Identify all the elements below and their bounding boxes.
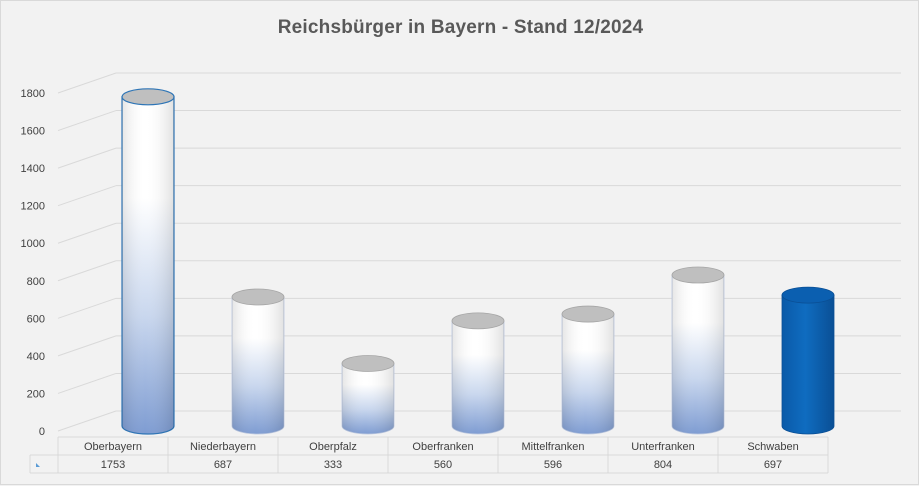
gridline-diagonal xyxy=(57,72,117,94)
legend-key xyxy=(36,463,40,467)
bar-top xyxy=(561,305,615,323)
x-tick-label: Unterfranken xyxy=(631,441,695,453)
bar-shading xyxy=(452,320,504,434)
x-tick-label: Oberfranken xyxy=(412,441,473,453)
bar-top xyxy=(341,355,395,372)
data-table: Oberbayern 1753 Niederbayern 687 Oberpfalz 33… xyxy=(29,436,829,474)
y-tick-label: 0 xyxy=(39,426,45,438)
y-tick-label: 400 xyxy=(27,351,45,363)
data-label: 333 xyxy=(324,459,342,471)
bar-body xyxy=(781,294,835,435)
y-tick-label: 1200 xyxy=(21,201,45,213)
gridline-diagonal xyxy=(57,260,117,282)
y-tick-label: 1600 xyxy=(21,126,45,138)
y-tick-label: 600 xyxy=(27,313,45,325)
gridline-diagonal xyxy=(57,222,117,244)
bar-mittelfranken xyxy=(561,305,615,435)
bar-unterfranken xyxy=(671,266,725,435)
gridline-diagonal xyxy=(57,410,117,432)
gridline-diagonal xyxy=(57,297,117,319)
bar-oberpfalz xyxy=(341,355,395,435)
x-tick-label: Oberpfalz xyxy=(309,441,357,453)
data-label: 560 xyxy=(434,459,452,471)
x-tick-label: Schwaben xyxy=(747,441,798,453)
x-tick-label: Oberbayern xyxy=(84,441,142,453)
y-tick-label: 1800 xyxy=(21,88,45,100)
bar-shading xyxy=(342,363,394,434)
data-label: 596 xyxy=(544,459,562,471)
gridline-diagonal xyxy=(57,110,117,132)
gridline-diagonal xyxy=(57,185,117,207)
gridline-diagonal xyxy=(57,147,117,169)
bar-top xyxy=(781,286,835,304)
x-tick-label: Niederbayern xyxy=(190,441,256,453)
bar-top xyxy=(121,88,175,106)
bar-shading xyxy=(562,314,614,434)
bar-oberbayern xyxy=(121,88,175,435)
bar-schwaben xyxy=(781,286,835,435)
bar-top xyxy=(451,312,505,330)
bar-oberfranken xyxy=(451,312,505,435)
bar-shading xyxy=(232,296,284,434)
gridline-diagonal xyxy=(57,372,117,394)
y-tick-label: 1000 xyxy=(21,238,45,250)
y-tick-label: 200 xyxy=(27,388,45,400)
bar-shading xyxy=(122,96,174,434)
bar-niederbayern xyxy=(231,288,285,435)
chart-title: Reichsbürger in Bayern - Stand 12/2024 xyxy=(277,17,644,38)
bar-shading xyxy=(672,275,724,434)
data-label: 1753 xyxy=(101,459,125,471)
data-label: 804 xyxy=(654,459,672,471)
gridlines xyxy=(57,72,901,432)
data-label: 687 xyxy=(214,459,232,471)
bar-top xyxy=(671,266,725,284)
bar-top xyxy=(231,288,285,306)
y-tick-label: 800 xyxy=(27,276,45,288)
x-tick-label: Mittelfranken xyxy=(522,441,585,453)
gridline-diagonal xyxy=(57,335,117,357)
y-tick-label: 1400 xyxy=(21,163,45,175)
data-label: 697 xyxy=(764,459,782,471)
